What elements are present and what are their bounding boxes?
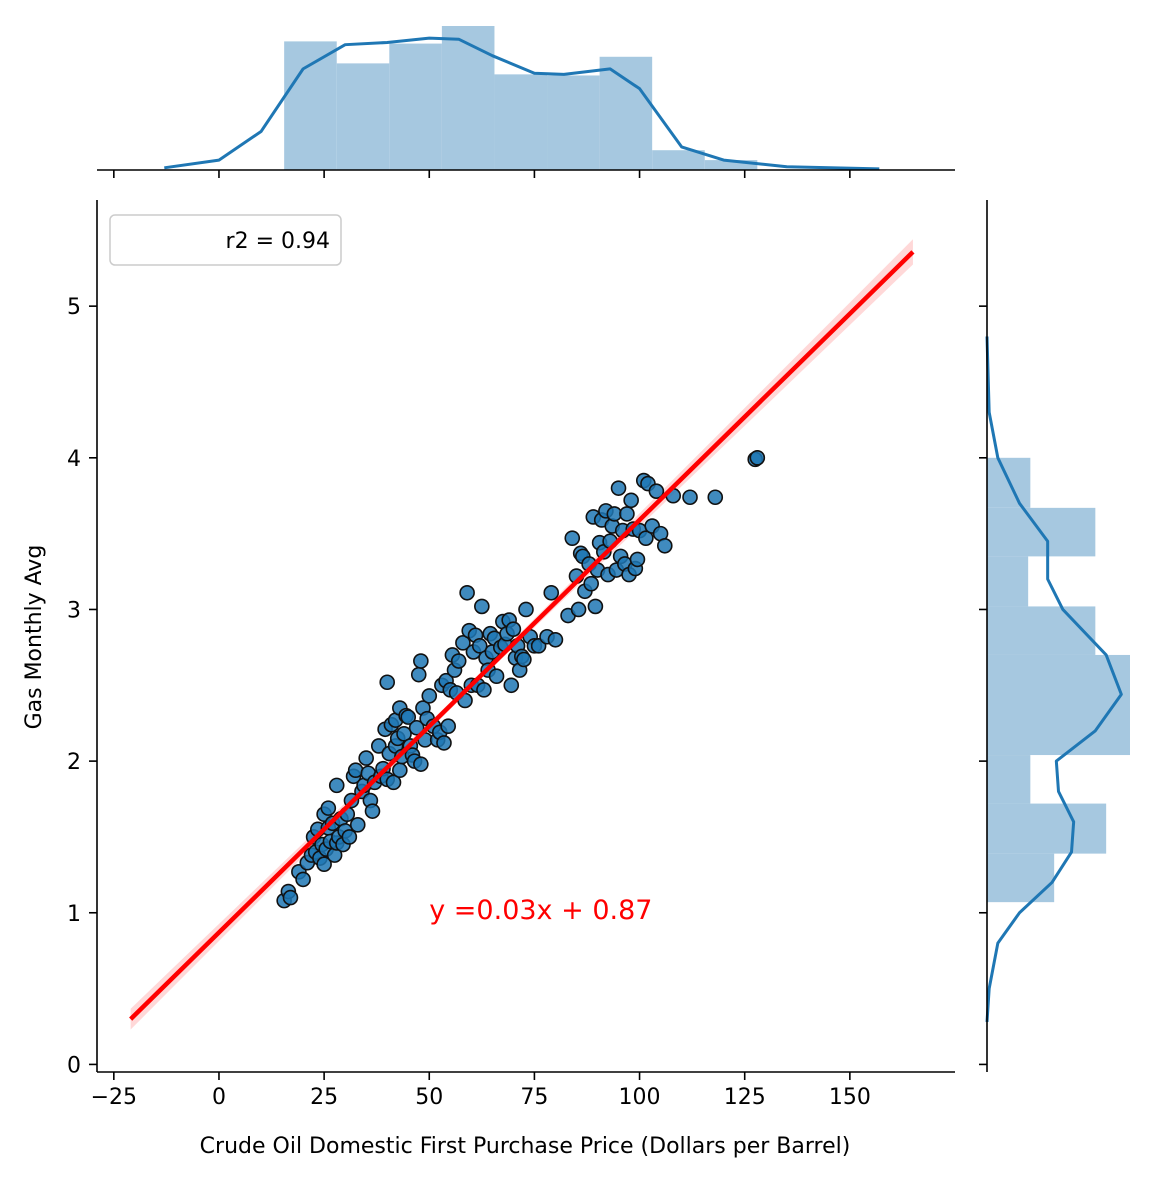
- regression-line: [129, 250, 915, 1021]
- y-tick-label: 1: [67, 902, 81, 927]
- scatter-point: [476, 682, 492, 698]
- scatter-point: [385, 774, 402, 791]
- legend-label: r2 = 0.94: [226, 229, 330, 254]
- x-hist-bar: [441, 26, 495, 170]
- scatter-point: [707, 489, 724, 506]
- scatter-point: [505, 621, 522, 637]
- x-hist-bar: [389, 43, 442, 171]
- y-hist-bar: [987, 853, 1055, 903]
- scatter-point: [543, 584, 560, 601]
- y-tick-label: 2: [67, 750, 81, 775]
- x-tick-label: −25: [91, 1085, 137, 1110]
- scatter-point: [547, 631, 564, 648]
- scatter-point: [518, 601, 534, 618]
- scatter-point: [358, 750, 374, 766]
- scatter-point: [349, 817, 366, 833]
- scatter-point: [450, 653, 467, 669]
- scatter-point: [316, 856, 332, 873]
- scatter-point: [564, 530, 581, 546]
- x-hist-bar: [599, 56, 653, 170]
- scatter-point: [638, 530, 654, 546]
- scatter-point: [474, 598, 490, 615]
- x-kde-curve: [164, 36, 880, 171]
- scatter-point: [347, 762, 364, 779]
- scatter-point: [471, 638, 488, 654]
- x-tick-label: 25: [310, 1085, 338, 1110]
- y-hist-bar: [987, 556, 1029, 607]
- scatter-point: [656, 537, 673, 554]
- scatter-point: [610, 480, 627, 496]
- x-tick-label: 125: [724, 1085, 766, 1110]
- scatter-point: [587, 598, 604, 615]
- scatter-point: [413, 653, 429, 669]
- scatter-point: [328, 777, 345, 794]
- x-tick-label: 50: [415, 1085, 443, 1110]
- y-tick-label: 0: [67, 1053, 81, 1078]
- x-hist-bar: [704, 160, 758, 170]
- scatter-point: [320, 800, 337, 816]
- x-hist-bar: [336, 63, 390, 170]
- scatter-point: [570, 601, 587, 618]
- x-tick-label: 0: [212, 1085, 226, 1110]
- scatter-point: [583, 575, 599, 592]
- scatter-point: [459, 584, 475, 601]
- scatter-point: [295, 871, 311, 888]
- scatter-point: [364, 803, 381, 819]
- y-tick-label: 3: [67, 598, 81, 623]
- y-tick-label: 4: [67, 447, 81, 472]
- regression-equation: y =0.03x + 0.87: [429, 895, 652, 926]
- y-hist-bar: [987, 606, 1096, 655]
- scatter-point: [410, 666, 427, 683]
- scatter-point: [408, 719, 425, 736]
- x-hist-bar: [494, 74, 548, 170]
- y-hist-bar: [987, 654, 1130, 706]
- scatter-point: [392, 762, 408, 779]
- x-hist-bar: [284, 41, 337, 170]
- scatter-point: [436, 735, 452, 751]
- x-hist-bar: [652, 150, 705, 170]
- y-kde-curve: [985, 336, 1123, 1023]
- legend: r2 = 0.94: [109, 214, 342, 266]
- y-tick-label: 5: [67, 295, 81, 320]
- scatter-point: [282, 889, 299, 906]
- y-hist-bar: [987, 755, 1031, 804]
- scatter-point: [379, 674, 396, 691]
- scatter-point: [516, 651, 532, 668]
- x-tick-label: 100: [619, 1085, 661, 1110]
- marginal-x-histogram: [97, 26, 955, 178]
- y-axis-label: Gas Monthly Avg: [22, 545, 47, 730]
- scatter-point: [421, 688, 438, 704]
- legend-box: [109, 214, 342, 266]
- scatter-point: [682, 489, 698, 506]
- x-tick-label: 150: [829, 1085, 871, 1110]
- scatter-point: [623, 492, 639, 509]
- joint-plot-area: −25 0 25 50 75 100 125 150 0 1 2 3 4 5: [67, 200, 955, 1110]
- scatter-point: [455, 635, 471, 651]
- scatter-point: [413, 756, 429, 772]
- scatter-point: [440, 718, 456, 735]
- scatter-point: [503, 677, 520, 694]
- scatter-point: [648, 483, 665, 499]
- y-hist-bar: [987, 803, 1107, 854]
- scatter-point: [370, 738, 387, 754]
- scatter-point: [629, 551, 646, 568]
- scatter-point: [341, 829, 358, 845]
- x-tick-label: 75: [520, 1085, 548, 1110]
- scatter-point: [619, 506, 635, 522]
- scatter-point: [488, 668, 505, 684]
- x-axis-label: Crude Oil Domestic First Purchase Price …: [200, 1134, 851, 1159]
- x-hist-bar: [547, 75, 600, 170]
- marginal-y-histogram: [979, 200, 1130, 1072]
- scatter-point: [396, 726, 412, 742]
- scatter-point: [400, 709, 417, 725]
- scatter-point: [749, 450, 766, 466]
